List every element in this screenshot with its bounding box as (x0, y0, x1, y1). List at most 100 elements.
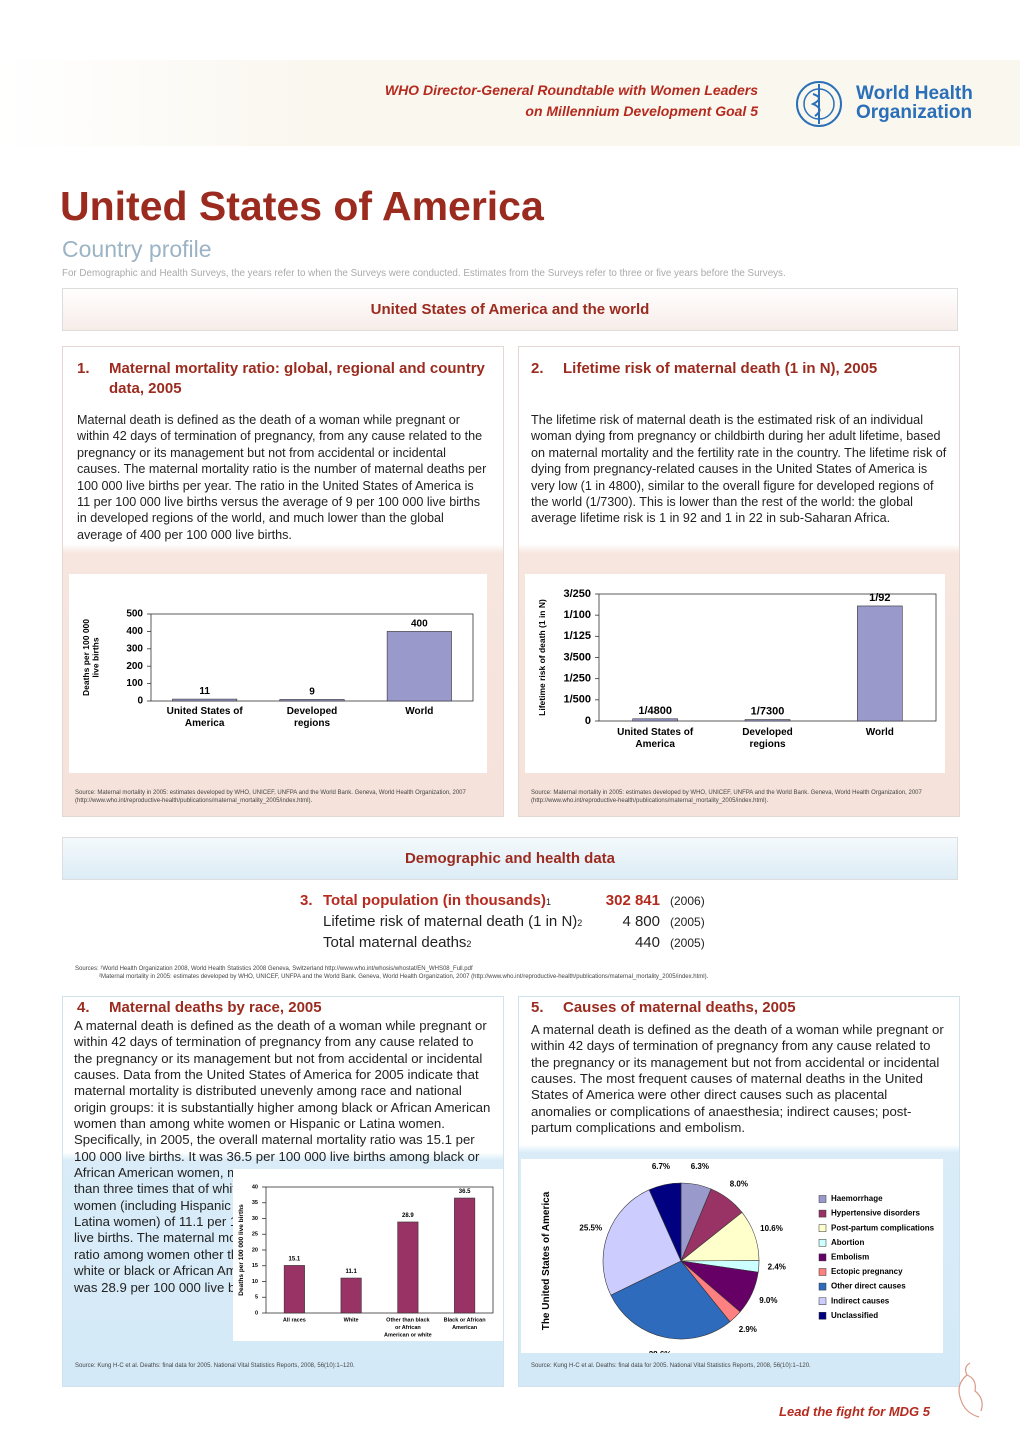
value-label: 11.1 (345, 1269, 357, 1275)
legend-label: Unclassified (831, 1311, 878, 1320)
event-line: on Millennium Development Goal 5 (525, 103, 758, 119)
header-event: WHO Director-General Roundtable with Wom… (385, 80, 758, 122)
legend-label: Ectopic pregnancy (831, 1267, 903, 1276)
stat-year: (2006) (670, 894, 705, 908)
legend-swatch (818, 1195, 827, 1203)
stat-year: (2005) (670, 915, 705, 929)
y-tick-label: 15 (252, 1263, 258, 1269)
value-label: 6.7% (652, 1162, 670, 1171)
pie-slice (602, 1189, 682, 1296)
y-tick-label: 0 (255, 1310, 258, 1316)
panel-number: 2. (531, 360, 544, 377)
org-line: Organization (856, 102, 973, 123)
stat-value: 4 800 (622, 913, 660, 930)
panel-title: 1. Maternal mortality ratio: global, regi… (77, 359, 487, 399)
chart: The United States of America 6.3% Haemorrh… (541, 1162, 935, 1359)
y-axis-label: Lifetime risk of death (1 in N) (537, 599, 547, 716)
chart-box: 0 100 200 300 400 500 Deaths per 100 000live b… (69, 574, 487, 773)
title: United States of America (60, 183, 544, 229)
stat-row: Lifetime risk of maternal death (1 in N)… (300, 913, 722, 934)
value-label: 2.9% (739, 1325, 757, 1334)
legend-swatch (818, 1282, 827, 1291)
bar (744, 719, 791, 722)
stat-number: 3. (300, 892, 313, 909)
subtitle: Country profile (62, 236, 212, 262)
x-tick-label: United States of America (617, 727, 694, 750)
stat-year: (2005) (670, 936, 705, 950)
who-logo (796, 81, 842, 127)
chart-box: 0 5 10 15 20 25 30 35 40 Deaths per 100 000 live … (233, 1169, 503, 1341)
source-line: ²Maternal mortality in 2005: estimates d… (99, 974, 709, 980)
section-band: United States of America and the world (62, 288, 958, 331)
value-label: 28.6% (649, 1350, 672, 1353)
bar (283, 1265, 305, 1314)
x-tick-label: Developed regions (287, 706, 338, 729)
legend-label: Hypertensive disorders (831, 1209, 920, 1218)
y-tick-label: 0 (585, 715, 591, 727)
y-tick-label: 1/125 (563, 630, 591, 642)
who-name: World Health Organization (856, 84, 973, 122)
footer-figure (958, 1362, 983, 1418)
source: Source: Kung H-C et al. Deaths: final da… (531, 1363, 811, 1369)
legend-label: Post-partum complications (831, 1223, 935, 1232)
stat-sup: 1 (546, 897, 552, 907)
y-axis-label: The United States of America (541, 1191, 552, 1330)
bar (340, 1277, 362, 1314)
y-tick-label: 0 (137, 696, 143, 707)
panel-title: 4. Maternal deaths by race, 2005 (77, 998, 487, 1018)
value-label: 36.5 (459, 1189, 471, 1195)
stat-sup: 2 (577, 918, 583, 928)
stat-row: Total maternal deaths 2 440 (2005) (300, 934, 722, 955)
panel-heading: Maternal mortality ratio: global, region… (109, 360, 485, 397)
value-label: 1/92 (869, 592, 890, 604)
legend-swatch (818, 1224, 827, 1232)
stat-value: 302 841 (605, 892, 660, 909)
legend-label: Other direct causes (831, 1282, 906, 1291)
stats: 3. Total population (in thousands) 1 302 84… (300, 892, 722, 955)
legend-swatch (818, 1297, 827, 1305)
panel-number: 4. (77, 999, 90, 1016)
y-tick-label: 100 (126, 678, 143, 689)
value-label: 400 (411, 618, 428, 629)
panel-title: 2. Lifetime risk of maternal death (1 in … (531, 359, 941, 379)
pie-slice (610, 1260, 731, 1340)
value-label: 11 (199, 686, 210, 697)
x-tick-label: Other than black or African American or wh… (384, 1318, 432, 1339)
chart: 0 1/500 1/250 3/500 1/125 1/100 3/250 Lifetime … (537, 588, 937, 750)
y-tick-label: 200 (126, 661, 143, 672)
x-tick-label: White (344, 1318, 359, 1324)
value-label: 28.9 (402, 1213, 414, 1219)
y-tick-label: 300 (126, 643, 143, 654)
legend-swatch (818, 1209, 827, 1218)
legend-swatch (818, 1312, 827, 1320)
x-tick-label: World (405, 706, 433, 717)
section-band: Demographic and health data (62, 837, 958, 880)
legend-swatch (818, 1253, 827, 1262)
y-tick-label: 20 (252, 1247, 258, 1253)
y-tick-label: 5 (255, 1295, 258, 1301)
bar (279, 699, 345, 702)
x-tick-label: United States of America (167, 706, 244, 729)
value-label: 2.4% (768, 1263, 786, 1272)
chart-box: The United States of America 6.3% Haemorrh… (521, 1159, 943, 1359)
panel: 2. Lifetime risk of maternal death (1 in … (518, 346, 960, 817)
bar (857, 605, 903, 722)
source-line: Sources: ¹World Health Organization 2008… (75, 966, 473, 972)
value-label: 8.0% (730, 1180, 748, 1189)
bar (172, 698, 238, 702)
legend-swatch (818, 1268, 827, 1276)
y-tick-label: 35 (252, 1200, 258, 1206)
y-tick-label: 500 (126, 609, 143, 620)
panel-text: A maternal death is defined as the death… (74, 1018, 492, 1368)
panel-number: 5. (531, 999, 544, 1016)
value-label: 25.5% (579, 1223, 602, 1232)
value-label: 1/4800 (638, 705, 672, 717)
source: Source: Maternal mortality in 2005: esti… (75, 790, 466, 804)
x-tick-label: Black or African American (444, 1318, 487, 1332)
panel: 1. Maternal mortality ratio: global, regi… (62, 346, 504, 817)
panel-number: 1. (77, 360, 90, 377)
value-label: 6.3% (691, 1162, 709, 1171)
panel: 4. Maternal deaths by race, 2005 A matern… (62, 996, 504, 1387)
y-tick-label: 3/250 (563, 588, 591, 600)
x-tick-label: World (866, 727, 894, 738)
